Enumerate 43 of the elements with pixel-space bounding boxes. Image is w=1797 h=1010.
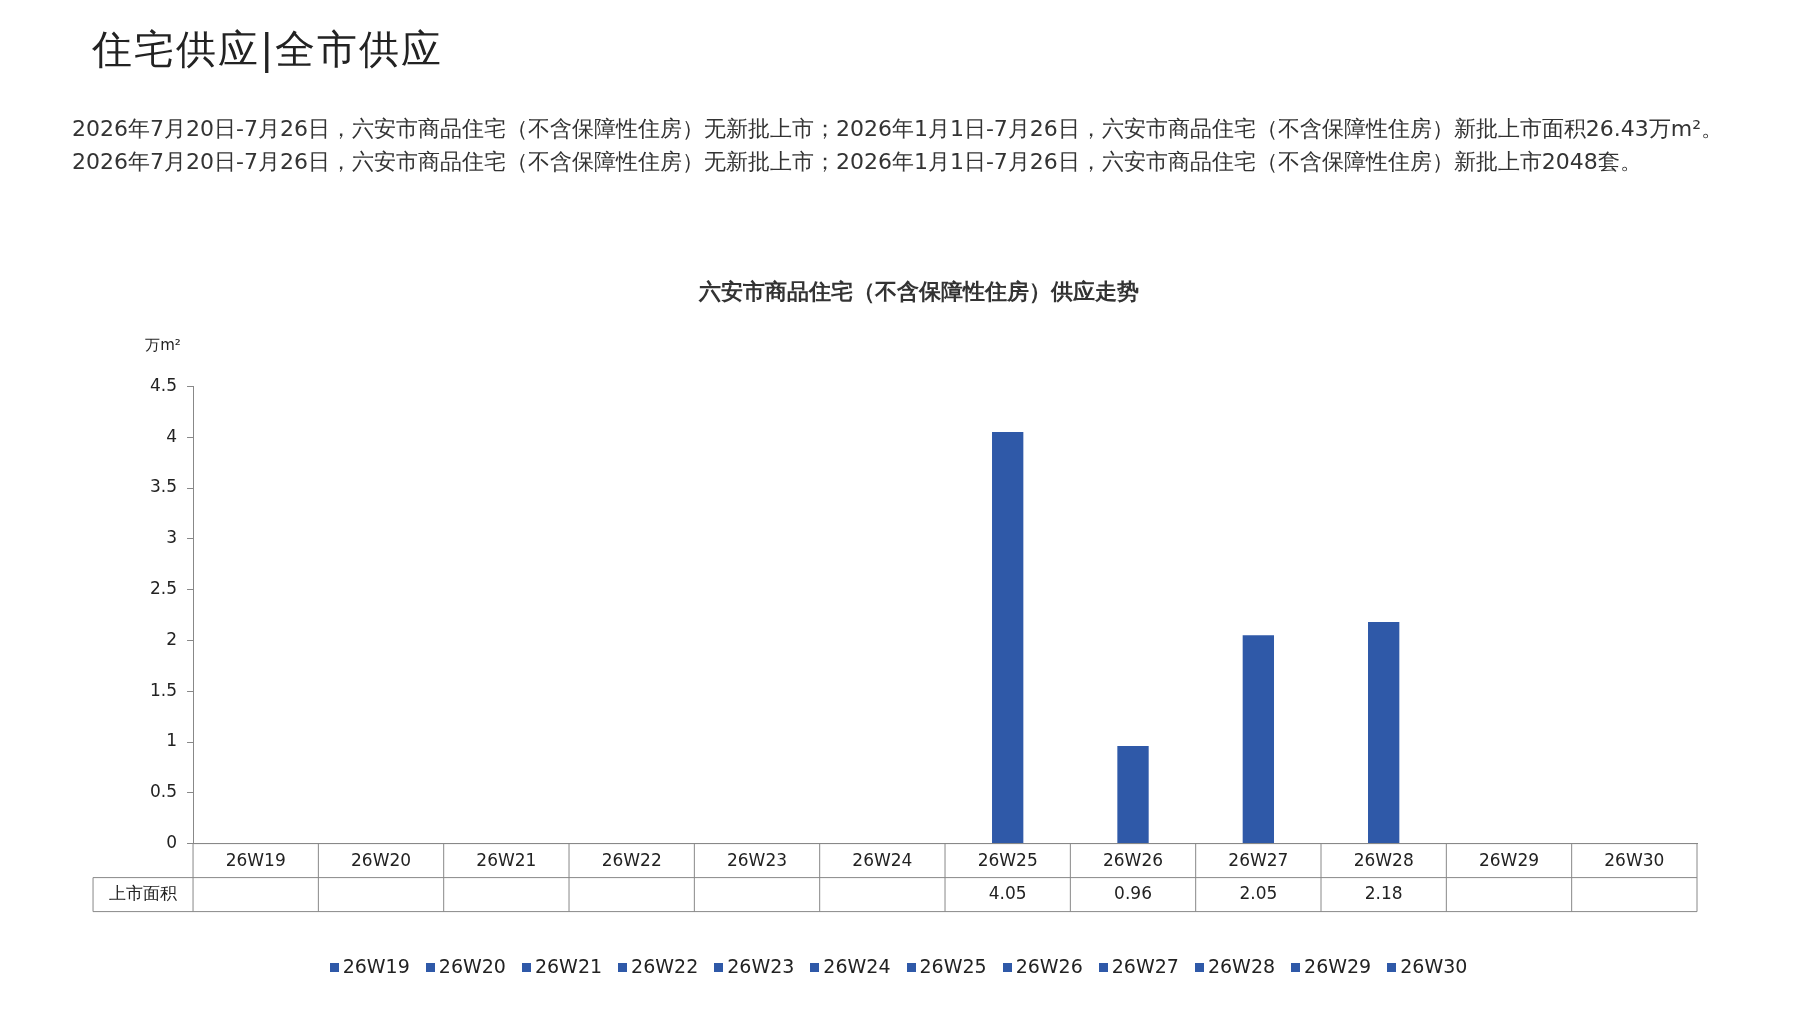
x-tick-label: 26W26 [1102,850,1164,871]
data-label: 2.18 [1364,883,1403,904]
text: 上市面积 [109,883,178,904]
category-label: 26W30 [1400,955,1468,977]
y-tick-label: 1 [166,730,178,751]
data-label: 4.05 [988,883,1027,904]
y-tick-label: 2 [166,628,178,649]
x-tick-label: 26W20 [350,850,412,871]
data-label: 0.96 [1114,883,1152,904]
y-axis-title: 万m² [145,336,181,355]
x-tick-label: 26W24 [852,850,913,871]
x-tick-label: 26W21 [476,850,537,871]
chart-title: 六安市商品住宅（不含保障性住房）供应走势 [697,278,1139,304]
y-tick-label: 3.5 [149,476,178,497]
y-tick-label: 0 [166,832,178,853]
y-tick-label: 4 [166,425,178,446]
x-tick-label: 26W25 [977,850,1038,871]
category-label: 26W23 [727,955,795,977]
category-label: 26W24 [823,955,891,977]
x-tick-label: 26W28 [1353,850,1414,871]
y-tick-label: 4.5 [149,374,178,395]
category-label: 26W19 [342,955,410,977]
category-label: 26W29 [1304,955,1372,977]
category-label: 26W21 [534,955,603,977]
category-label: 26W25 [919,955,987,977]
y-tick-label: 0.5 [149,781,178,802]
category-label: 26W22 [631,955,699,977]
text: 2026年7月20日-7月26日，六安市商品住宅（不含保障性住房）无新批上市；2026年1月1日-7月26日，六安市商品住宅（不含保障性住房）新批上市面积26.43万m²。2026年7月20日-7月26日，六安市商品住宅（不含保障性住房）无新批上市；2026年1月1日-7月26日，六安市商品住宅（不含保障性住房）新批上市2048套。 [72,115,1725,176]
x-tick-label: 26W22 [601,850,662,871]
x-tick-label: 26W29 [1478,850,1540,871]
category-label: 26W26 [1015,955,1083,977]
x-tick-label: 26W27 [1228,850,1289,871]
category-label: 26W28 [1207,955,1276,977]
data-label: 2.05 [1239,883,1278,904]
y-tick-label: 1.5 [149,679,178,700]
x-tick-label: 26W23 [726,850,788,871]
x-tick-label: 26W30 [1604,850,1665,871]
y-tick-label: 2.5 [149,578,178,599]
category-label: 26W20 [438,955,506,977]
text: 住宅供应|全市供应 [92,25,444,75]
y-tick-label: 3 [166,527,178,548]
x-tick-label: 26W19 [225,850,286,871]
category-label: 26W27 [1111,955,1179,977]
